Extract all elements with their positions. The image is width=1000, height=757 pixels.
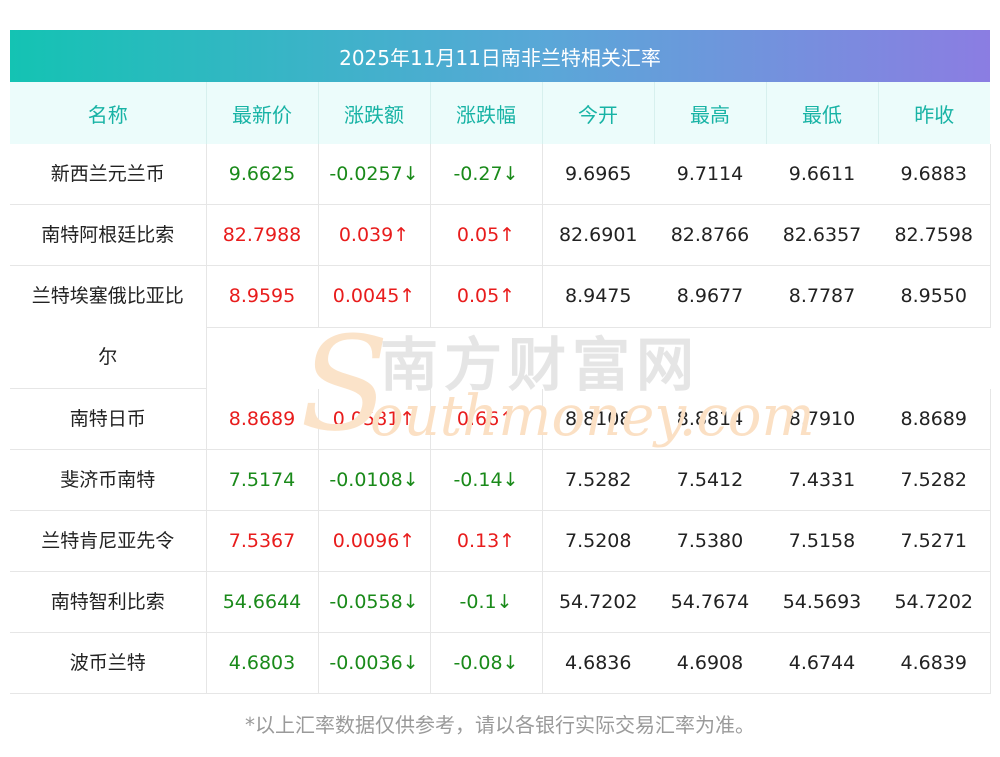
low-cell: 8.7910 — [766, 388, 878, 450]
footer-note: *以上汇率数据仅供参考，请以各银行实际交易汇率为准。 — [245, 713, 755, 737]
change-cell: 0.0581↑ — [318, 388, 431, 450]
high-cell: 4.6908 — [654, 632, 766, 694]
currency-name-cell: 兰特埃塞俄比亚比尔 — [10, 265, 207, 389]
high-cell: 9.7114 — [654, 144, 766, 205]
header-change-pct: 涨跌幅 — [430, 82, 543, 144]
pct-cell: -0.14↓ — [430, 449, 543, 511]
low-cell: 4.6744 — [766, 632, 878, 694]
header-row: 名称 最新价 涨跌额 涨跌幅 今开 最高 最低 昨收 — [10, 82, 990, 144]
open-cell: 8.8108 — [542, 388, 654, 450]
header-name: 名称 — [10, 82, 207, 144]
table-row: 波币兰特 4.6803 -0.0036↓ -0.08↓ 4.6836 4.6908 4.67… — [10, 632, 991, 694]
table-row: 斐济币南特 7.5174 -0.0108↓ -0.14↓ 7.5282 7.5412 7.4… — [10, 449, 991, 511]
table-row: 新西兰元兰币 9.6625 -0.0257↓ -0.27↓ 9.6965 9.7114 9.… — [10, 144, 991, 205]
high-cell: 7.5412 — [654, 449, 766, 511]
latest-cell: 4.6803 — [206, 632, 319, 694]
change-cell: -0.0558↓ — [318, 571, 431, 633]
prev-cell: 7.5271 — [878, 510, 991, 572]
change-cell: 0.0045↑ — [318, 265, 431, 328]
table-row: 南特阿根廷比索 82.7988 0.039↑ 0.05↑ 82.6901 82.8766 8… — [10, 204, 991, 266]
prev-cell: 8.8689 — [878, 388, 991, 450]
low-cell: 54.5693 — [766, 571, 878, 633]
prev-cell: 8.9550 — [878, 265, 991, 328]
currency-name-cell: 南特阿根廷比索 — [10, 204, 207, 266]
change-cell: 0.039↑ — [318, 204, 431, 266]
low-cell: 7.5158 — [766, 510, 878, 572]
currency-name-wrap: 尔 — [98, 346, 118, 368]
table-row: 南特日币 8.8689 0.0581↑ 0.66↑ 8.8108 8.8814 8.7910… — [10, 388, 991, 450]
prev-cell: 54.7202 — [878, 571, 991, 633]
open-cell: 54.7202 — [542, 571, 654, 633]
latest-cell: 54.6644 — [206, 571, 319, 633]
latest-cell: 82.7988 — [206, 204, 319, 266]
exchange-rate-table: 名称 最新价 涨跌额 涨跌幅 今开 最高 最低 昨收 新西兰元兰币 9.6625-… — [10, 82, 991, 694]
pct-cell: 0.13↑ — [430, 510, 543, 572]
pct-cell: -0.27↓ — [430, 144, 543, 205]
currency-name: 新西兰元兰币 — [50, 163, 165, 185]
header-change: 涨跌额 — [318, 82, 431, 144]
currency-name-cell: 兰特肯尼亚先令 — [10, 510, 207, 572]
currency-name-cell: 斐济币南特 — [10, 449, 207, 511]
header-latest: 最新价 — [206, 82, 319, 144]
currency-name: 南特日币 — [69, 408, 146, 430]
latest-cell: 7.5174 — [206, 449, 319, 511]
high-cell: 54.7674 — [654, 571, 766, 633]
prev-cell: 82.7598 — [878, 204, 991, 266]
change-cell: -0.0036↓ — [318, 632, 431, 694]
high-cell: 7.5380 — [654, 510, 766, 572]
change-cell: -0.0257↓ — [318, 144, 431, 205]
currency-name: 波币兰特 — [69, 652, 146, 674]
latest-cell: 8.9595 — [206, 265, 319, 328]
currency-name: 兰特埃塞俄比亚比 — [31, 285, 184, 307]
low-cell: 8.7787 — [766, 265, 878, 328]
pct-cell: 0.05↑ — [430, 204, 543, 266]
currency-name: 兰特肯尼亚先令 — [41, 530, 175, 552]
currency-name-cell: 南特智利比索 — [10, 571, 207, 633]
open-cell: 7.5282 — [542, 449, 654, 511]
currency-name: 南特阿根廷比索 — [41, 224, 175, 246]
low-cell: 82.6357 — [766, 204, 878, 266]
header-low: 最低 — [766, 82, 879, 144]
table-title: 2025年11月11日南非兰特相关汇率 — [10, 30, 990, 82]
header-prev-close: 昨收 — [878, 82, 990, 144]
low-cell: 9.6611 — [766, 144, 878, 205]
latest-cell: 7.5367 — [206, 510, 319, 572]
currency-name: 南特智利比索 — [50, 591, 165, 613]
open-cell: 4.6836 — [542, 632, 654, 694]
prev-cell: 7.5282 — [878, 449, 991, 511]
open-cell: 7.5208 — [542, 510, 654, 572]
prev-cell: 4.6839 — [878, 632, 991, 694]
high-cell: 8.9677 — [654, 265, 766, 328]
prev-cell: 9.6883 — [878, 144, 991, 205]
pct-cell: 0.05↑ — [430, 265, 543, 328]
currency-name-cell: 波币兰特 — [10, 632, 207, 694]
table-row: 兰特肯尼亚先令 7.5367 0.0096↑ 0.13↑ 7.5208 7.5380 7.5… — [10, 510, 991, 572]
open-cell: 82.6901 — [542, 204, 654, 266]
header-open: 今开 — [542, 82, 655, 144]
pct-cell: 0.66↑ — [430, 388, 543, 450]
currency-name: 斐济币南特 — [60, 469, 156, 491]
change-cell: 0.0096↑ — [318, 510, 431, 572]
table-row: 兰特埃塞俄比亚比尔 8.9595 0.0045↑ 0.05↑ 8.9475 8.9677 8… — [10, 265, 991, 389]
currency-name-cell: 南特日币 — [10, 388, 207, 450]
header-high: 最高 — [654, 82, 767, 144]
pct-cell: -0.1↓ — [430, 571, 543, 633]
table-row: 南特智利比索 54.6644 -0.0558↓ -0.1↓ 54.7202 54.7674… — [10, 571, 991, 633]
high-cell: 82.8766 — [654, 204, 766, 266]
empty-cell — [206, 327, 990, 388]
latest-cell: 9.6625 — [206, 144, 319, 205]
high-cell: 8.8814 — [654, 388, 766, 450]
change-cell: -0.0108↓ — [318, 449, 431, 511]
low-cell: 7.4331 — [766, 449, 878, 511]
latest-cell: 8.8689 — [206, 388, 319, 450]
open-cell: 8.9475 — [542, 265, 654, 328]
currency-name-cell: 新西兰元兰币 — [10, 144, 207, 205]
pct-cell: -0.08↓ — [430, 632, 543, 694]
open-cell: 9.6965 — [542, 144, 654, 205]
